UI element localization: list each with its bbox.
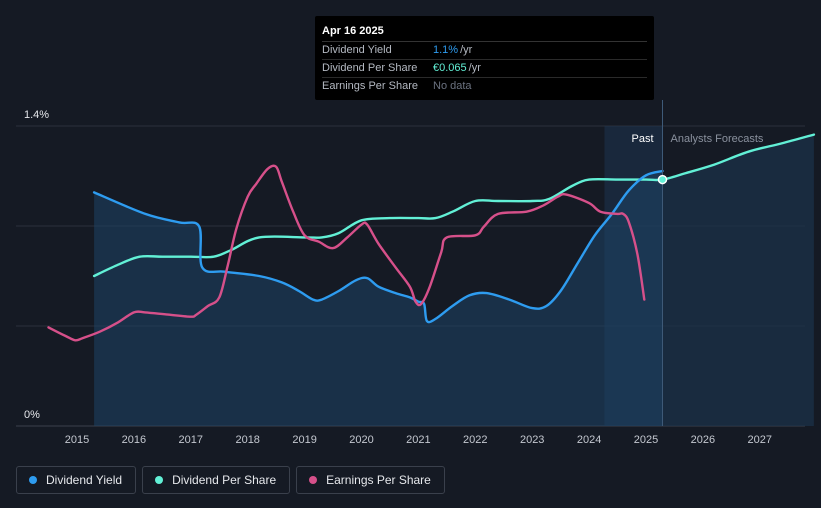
legend-dividend-per-share[interactable]: Dividend Per Share <box>142 466 291 494</box>
tooltip-row-dividend-per-share: Dividend Per Share €0.065 /yr <box>322 60 647 78</box>
legend-dot-icon <box>309 476 318 484</box>
tooltip-value: No data <box>433 80 472 92</box>
tooltip-value: 1.1% <box>433 44 459 56</box>
x-tick-label: 2023 <box>520 434 544 446</box>
x-tick-label: 2024 <box>577 434 601 446</box>
x-tick-label: 2026 <box>691 434 715 446</box>
hover-marker <box>657 174 668 185</box>
legend-dot-icon <box>155 476 164 484</box>
legend-label: Dividend Per Share <box>172 473 277 487</box>
x-tick-label: 2022 <box>463 434 487 446</box>
y-axis-bottom-label: 0% <box>24 409 40 421</box>
forecast-label: Analysts Forecasts <box>671 133 764 145</box>
legend-label: Earnings Per Share <box>326 473 431 487</box>
legend-dot-icon <box>29 476 37 484</box>
x-tick-label: 2017 <box>179 434 203 446</box>
x-tick-label: 2018 <box>235 434 259 446</box>
tooltip-row-dividend-yield: Dividend Yield 1.1% /yr <box>322 42 647 60</box>
tooltip-label: Dividend Yield <box>322 44 392 56</box>
tooltip-label: Dividend Per Share <box>322 62 418 74</box>
tooltip-unit: /yr <box>460 44 473 56</box>
y-axis-top-label: 1.4% <box>24 109 49 121</box>
x-tick-label: 2021 <box>406 434 430 446</box>
x-tick-label: 2020 <box>349 434 373 446</box>
tooltip-value: €0.065 <box>433 62 467 74</box>
tooltip: Apr 16 2025 Dividend Yield 1.1% /yr Divi… <box>315 16 654 100</box>
x-axis-ticks: 2015 2016 2017 2018 2019 2020 2021 2022 2023 2024… <box>65 434 772 446</box>
series-layer <box>47 133 816 426</box>
x-tick-label: 2025 <box>634 434 658 446</box>
x-tick-label: 2015 <box>65 434 89 446</box>
legend-label: Dividend Yield <box>46 473 123 487</box>
tooltip-label: Earnings Per Share <box>322 80 418 92</box>
tooltip-date: Apr 16 2025 <box>322 24 647 42</box>
tooltip-unit: /yr <box>468 62 481 74</box>
dividend-yield-area <box>94 171 663 426</box>
legend-dividend-yield[interactable]: Dividend Yield <box>16 466 137 494</box>
x-tick-label: 2016 <box>122 434 146 446</box>
series-line-earnings-per-share <box>47 164 646 342</box>
x-tick-label: 2019 <box>292 434 316 446</box>
tooltip-row-earnings-per-share: Earnings Per Share No data <box>322 78 647 95</box>
forecast-area <box>662 134 814 426</box>
x-tick-label: 2027 <box>748 434 772 446</box>
legend-earnings-per-share[interactable]: Earnings Per Share <box>296 466 445 494</box>
past-label: Past <box>631 133 653 145</box>
legend: Dividend Yield Dividend Per Share Earnin… <box>16 466 445 494</box>
